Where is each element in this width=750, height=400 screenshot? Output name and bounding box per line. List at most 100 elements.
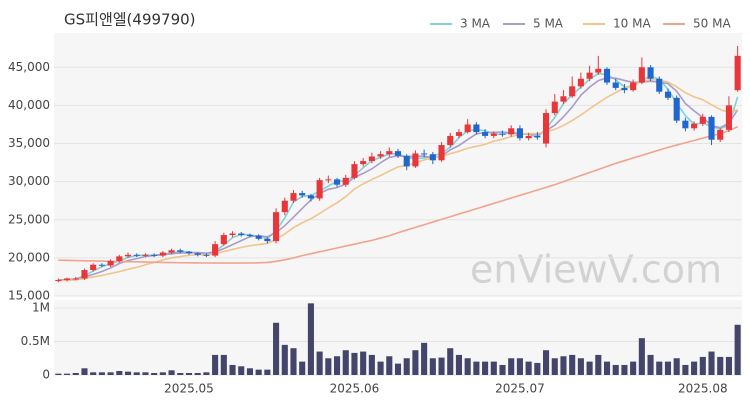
y-tick-label: 20,000 — [8, 250, 50, 264]
volume-bar — [273, 322, 280, 375]
candle-body — [377, 154, 384, 157]
volume-bar — [516, 358, 523, 375]
candle-body — [133, 254, 140, 256]
candle-body — [307, 195, 314, 199]
candle-body — [603, 68, 611, 83]
candle-body — [238, 233, 245, 236]
volume-bar — [691, 361, 698, 375]
volume-bar — [421, 342, 428, 375]
volume-bar — [403, 358, 410, 375]
x-tick-label: 2025.06 — [330, 382, 380, 396]
candle-body — [734, 55, 741, 91]
volume-bar — [656, 361, 663, 375]
volume-bar — [499, 364, 506, 375]
volume-bar — [55, 373, 62, 375]
candle-body — [647, 67, 654, 79]
volume-bar — [725, 356, 732, 375]
candle-body — [220, 235, 227, 245]
volume-bar — [508, 358, 515, 375]
legend-label: 50 MA — [693, 17, 731, 31]
volume-bar — [159, 372, 166, 375]
volume-bar — [699, 356, 706, 375]
volume-bar — [638, 338, 645, 375]
volume-bar — [64, 373, 71, 375]
volume-bar — [673, 358, 680, 375]
chart-title: GS피앤엘(499790) — [64, 11, 196, 29]
candle-body — [525, 135, 532, 139]
candle-body — [394, 151, 402, 156]
volume-bar — [299, 361, 306, 375]
candle-body — [124, 254, 132, 257]
x-tick-label: 2025.07 — [495, 382, 545, 396]
candle-body — [516, 128, 523, 139]
candle-body — [412, 153, 419, 167]
volume-bar — [90, 372, 97, 375]
candle-body — [560, 96, 567, 102]
volume-bar — [360, 351, 367, 375]
candle-body — [447, 135, 454, 146]
volume-bar — [151, 372, 158, 375]
candle-body — [717, 129, 724, 140]
volume-bar — [438, 357, 445, 375]
volume-bar — [543, 350, 550, 375]
candle-body — [656, 78, 663, 92]
volume-bar — [142, 372, 149, 375]
x-tick-label: 2025.08 — [678, 382, 728, 396]
candle-body — [325, 179, 332, 181]
candle-body — [81, 270, 88, 279]
volume-bar — [447, 348, 454, 375]
volume-bar — [325, 358, 332, 375]
candle-body — [429, 154, 436, 161]
candle-body — [673, 97, 680, 121]
candle-body — [438, 145, 445, 161]
candle-body — [273, 212, 280, 242]
candle-body — [116, 256, 123, 261]
volume-bar — [238, 366, 245, 375]
volume-bar — [307, 303, 314, 375]
volume-bar — [473, 361, 480, 375]
volume-bar — [264, 369, 271, 375]
candle-body — [212, 244, 219, 256]
candle-body — [464, 124, 471, 133]
volume-bar — [490, 361, 497, 375]
candle-body — [107, 260, 114, 266]
volume-bar — [168, 370, 175, 375]
volume-bar — [255, 369, 262, 375]
candle-body — [90, 264, 97, 271]
volume-bar — [290, 348, 297, 375]
volume-bar — [394, 363, 402, 375]
ma-line — [58, 126, 738, 264]
volume-bar — [342, 350, 349, 375]
volume-bar — [351, 352, 358, 375]
candle-body — [386, 151, 393, 155]
candle-body — [159, 252, 166, 256]
volume-bar — [316, 351, 323, 375]
candle-body — [360, 161, 367, 165]
volume-bar — [81, 368, 88, 375]
candle-body — [708, 116, 715, 140]
candle-body — [421, 153, 428, 155]
volume-bar — [124, 371, 132, 375]
volume-bar — [577, 358, 584, 375]
volume-bar — [682, 364, 689, 375]
candle-body — [203, 254, 210, 256]
volume-bar — [220, 354, 227, 375]
candle-body — [316, 180, 323, 199]
candle-body — [98, 264, 105, 266]
candle-body — [281, 200, 288, 213]
volume-bar — [551, 358, 558, 375]
candle-body — [299, 193, 306, 196]
volume-bar — [621, 364, 628, 375]
volume-bar — [386, 356, 393, 375]
candle-body — [290, 193, 297, 201]
volume-bar — [708, 351, 715, 375]
candle-body — [368, 156, 375, 162]
y-tick-label: 45,000 — [8, 60, 50, 74]
y-tick-label: 1M — [32, 301, 50, 315]
candle-body — [638, 67, 645, 83]
candle-body — [177, 250, 184, 252]
volume-bar — [482, 361, 489, 375]
candle-body — [246, 235, 253, 237]
legend-label: 3 MA — [460, 17, 491, 31]
